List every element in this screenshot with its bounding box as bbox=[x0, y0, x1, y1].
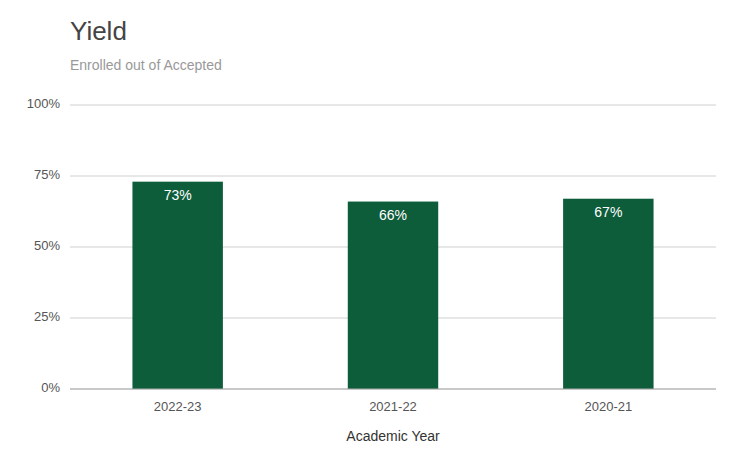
x-axis-label: Academic Year bbox=[346, 428, 440, 444]
x-tick-label: 2021-22 bbox=[369, 399, 417, 414]
x-axis-line bbox=[70, 389, 716, 390]
y-axis: 0% 25% 50% 75% 100% bbox=[27, 96, 61, 395]
y-tick-label: 50% bbox=[34, 238, 60, 253]
bar bbox=[348, 202, 438, 389]
data-label: 67% bbox=[594, 204, 622, 220]
chart: Yield Enrolled out of Accepted 0% 25% 50% 75%… bbox=[0, 0, 746, 459]
data-labels: 73% 66% 67% bbox=[164, 187, 623, 223]
grid bbox=[70, 105, 716, 389]
y-tick-label: 25% bbox=[34, 309, 60, 324]
y-tick-label: 75% bbox=[34, 167, 60, 182]
data-label: 66% bbox=[379, 207, 407, 223]
bars bbox=[132, 182, 653, 389]
data-label: 73% bbox=[164, 187, 192, 203]
x-tick-label: 2022-23 bbox=[154, 399, 202, 414]
grid-line bbox=[70, 176, 716, 177]
x-axis: 2022-23 2021-22 2020-21 bbox=[70, 389, 716, 414]
grid-line bbox=[70, 105, 716, 106]
y-tick-label: 0% bbox=[41, 380, 60, 395]
title: Yield bbox=[70, 16, 127, 46]
grid-line bbox=[70, 389, 716, 390]
y-tick-label: 100% bbox=[27, 96, 61, 111]
bar bbox=[563, 199, 653, 389]
bar bbox=[132, 182, 222, 389]
x-tick-label: 2020-21 bbox=[584, 399, 632, 414]
chart-container: Yield Enrolled out of Accepted 0% 25% 50% 75%… bbox=[0, 0, 746, 459]
subtitle: Enrolled out of Accepted bbox=[70, 57, 222, 73]
